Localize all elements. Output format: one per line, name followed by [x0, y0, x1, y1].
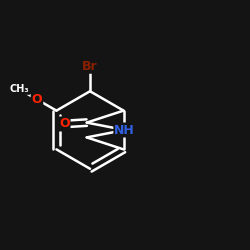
Text: O: O: [59, 118, 70, 130]
Text: O: O: [32, 93, 42, 106]
Text: Br: Br: [82, 60, 98, 73]
Text: CH₃: CH₃: [10, 84, 29, 94]
Text: NH: NH: [114, 124, 135, 136]
